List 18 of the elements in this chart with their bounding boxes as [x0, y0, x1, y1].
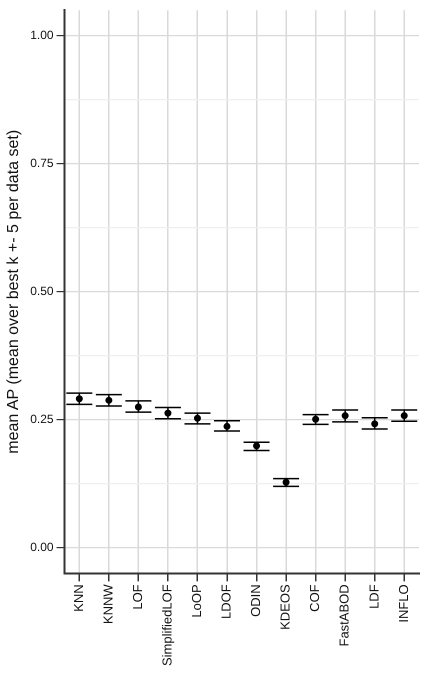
x-tick-label: KNNW — [100, 584, 116, 624]
x-tick-label: COF — [307, 584, 322, 612]
y-tick-label: 0.00 — [30, 540, 54, 554]
x-tick-label: SimplifiedLOF — [160, 584, 175, 666]
y-tick-label: 0.75 — [30, 156, 54, 170]
y-tick-label: 0.50 — [30, 284, 54, 298]
x-tick-label: LDF — [366, 584, 382, 609]
x-tick-label: ODIN — [248, 584, 264, 617]
y-tick-label: 1.00 — [30, 28, 54, 42]
x-tick-label: LDOF — [218, 584, 234, 620]
x-tick-label: LOF — [130, 584, 145, 610]
x-tick-label: KDEOS — [278, 584, 293, 630]
y-axis-title: mean AP (mean over best k +- 5 per data set) — [5, 130, 22, 454]
x-tick-label: LoOP — [189, 584, 204, 618]
x-tick-label: KNN — [70, 584, 86, 612]
y-tick-label: 0.25 — [30, 412, 54, 426]
x-tick-label: FastABOD — [336, 584, 352, 646]
x-tick-label: INFLO — [396, 584, 411, 623]
